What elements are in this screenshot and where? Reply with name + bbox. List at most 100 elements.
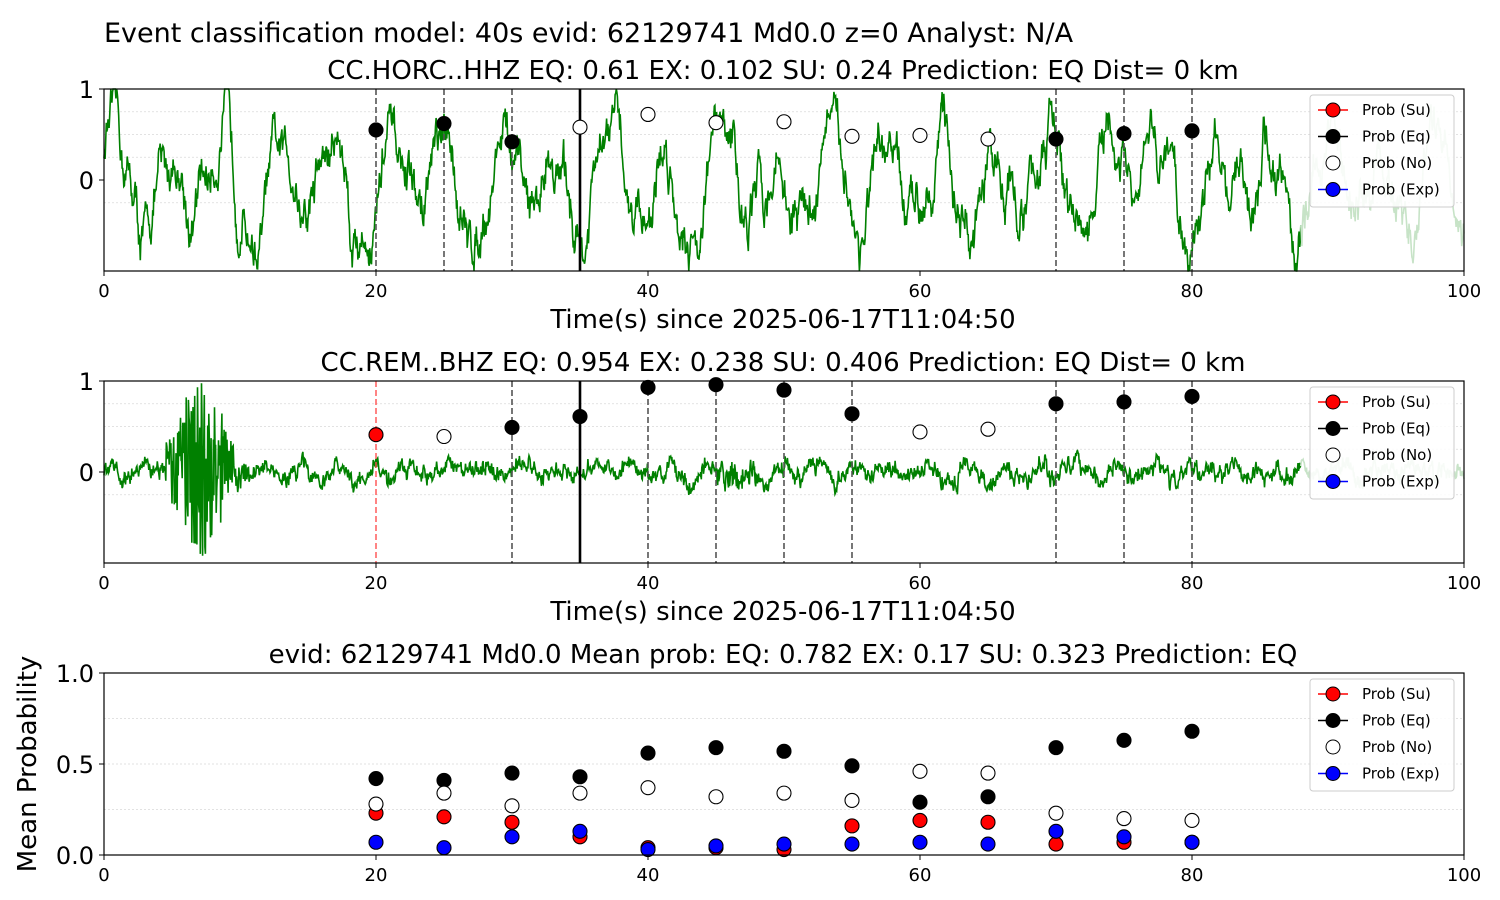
legend-marker-eq — [1325, 713, 1341, 728]
window-marker-eq — [1184, 123, 1200, 139]
legend-marker-exp — [1325, 182, 1341, 197]
window-marker-eq — [436, 116, 452, 132]
mean-prob-point-no — [776, 785, 792, 801]
panel-rem-waveform: CC.REM..BHZ EQ: 0.954 EX: 0.238 SU: 0.40… — [79, 348, 1481, 627]
x-axis-label: Time(s) since 2025-06-17T11:04:50 — [549, 597, 1015, 627]
y-tick-label: 0.5 — [56, 751, 94, 779]
mean-prob-point-exp — [708, 838, 724, 854]
x-tick-label: 40 — [637, 865, 660, 886]
mean-prob-point-eq — [708, 740, 724, 756]
x-tick-label: 80 — [1181, 573, 1204, 594]
mean-prob-point-no — [844, 792, 860, 808]
mean-prob-point-no — [640, 780, 656, 796]
x-tick-label: 40 — [637, 281, 660, 302]
legend-entry: Prob (Eq) — [1362, 420, 1431, 438]
legend-entry: Prob (Su) — [1362, 685, 1431, 703]
window-marker-no — [436, 428, 452, 445]
y-tick-label: 0 — [79, 459, 94, 487]
window-marker-su — [368, 427, 384, 443]
window-marker-no — [844, 128, 860, 144]
legend-entry: Prob (No) — [1362, 738, 1432, 756]
mean-prob-point-no — [1048, 805, 1064, 821]
window-marker-no — [776, 114, 792, 130]
legend-box — [1309, 678, 1455, 792]
legend-entry: Prob (Exp) — [1362, 765, 1440, 783]
x-tick-label: 100 — [1447, 281, 1481, 302]
legend-entry: Prob (Eq) — [1362, 712, 1431, 730]
panel-title: evid: 62129741 Md0.0 Mean prob: EQ: 0.78… — [269, 640, 1298, 670]
waveform-line — [103, 383, 1302, 556]
legend-marker-exp — [1325, 766, 1341, 781]
legend-entry: Prob (Exp) — [1362, 473, 1440, 491]
mean-prob-point-eq — [776, 743, 792, 759]
mean-prob-point-eq — [1116, 732, 1132, 748]
mean-prob-point-eq — [504, 765, 520, 781]
x-tick-label: 0 — [98, 281, 109, 302]
mean-prob-point-su — [844, 818, 860, 834]
mean-prob-point-eq — [980, 789, 996, 805]
x-tick-label: 0 — [98, 573, 109, 594]
mean-prob-point-su — [1048, 836, 1064, 852]
legend-box — [1309, 94, 1455, 208]
legend-marker-exp — [1325, 474, 1341, 489]
mean-prob-point-eq — [436, 772, 452, 788]
window-marker-eq — [640, 379, 656, 395]
x-tick-label: 40 — [637, 573, 660, 594]
x-tick-label: 100 — [1447, 573, 1481, 594]
legend-entry: Prob (Eq) — [1362, 128, 1431, 146]
mean-prob-point-no — [708, 789, 724, 805]
window-marker-eq — [1048, 131, 1064, 147]
x-tick-label: 60 — [909, 573, 932, 594]
mean-prob-point-eq — [912, 794, 928, 810]
mean-prob-point-su — [980, 814, 996, 830]
mean-prob-point-eq — [1184, 723, 1200, 739]
legend-entry: Prob (No) — [1362, 154, 1432, 172]
x-tick-label: 60 — [909, 281, 932, 302]
mean-prob-point-no — [980, 765, 996, 781]
legend-marker-eq — [1325, 129, 1341, 144]
y-tick-label: 0.0 — [56, 842, 94, 870]
x-tick-label: 80 — [1181, 865, 1204, 886]
x-tick-label: 100 — [1447, 865, 1481, 886]
legend-marker-no — [1325, 739, 1341, 755]
legend-marker-no — [1325, 155, 1341, 171]
x-tick-label: 80 — [1181, 281, 1204, 302]
y-tick-label: 1 — [79, 368, 94, 396]
mean-prob-point-eq — [572, 769, 588, 785]
legend-entry: Prob (No) — [1362, 446, 1432, 464]
window-marker-no — [640, 106, 656, 123]
mean-prob-point-su — [436, 809, 452, 825]
legend-box — [1309, 386, 1455, 500]
mean-prob-point-eq — [844, 758, 860, 774]
mean-prob-point-exp — [572, 823, 588, 839]
legend-marker-su — [1325, 102, 1341, 118]
window-marker-no — [980, 421, 996, 437]
y-tick-label: 1 — [79, 76, 94, 104]
x-tick-label: 0 — [98, 865, 109, 886]
mean-prob-point-no — [1184, 812, 1200, 828]
panel-horc-waveform: CC.HORC..HHZ EQ: 0.61 EX: 0.102 SU: 0.24… — [79, 56, 1481, 335]
window-marker-eq — [504, 419, 520, 435]
window-marker-eq — [1116, 126, 1132, 142]
window-marker-eq — [776, 382, 792, 398]
window-marker-eq — [1184, 388, 1200, 405]
mean-prob-point-su — [912, 812, 928, 828]
window-marker-eq — [504, 134, 520, 150]
figure-suptitle: Event classification model: 40s evid: 62… — [104, 18, 1074, 49]
window-marker-eq — [1048, 396, 1064, 412]
panel-title: CC.REM..BHZ EQ: 0.954 EX: 0.238 SU: 0.40… — [321, 348, 1246, 378]
mean-prob-point-su — [504, 814, 520, 830]
x-tick-label: 20 — [365, 573, 388, 594]
y-axis-label: Mean Probability — [13, 656, 43, 873]
panel-title: CC.HORC..HHZ EQ: 0.61 EX: 0.102 SU: 0.24… — [327, 56, 1239, 86]
mean-prob-point-eq — [640, 745, 656, 761]
y-tick-label: 0 — [79, 167, 94, 195]
mean-prob-point-exp — [1116, 829, 1132, 845]
window-marker-eq — [844, 406, 860, 422]
mean-prob-point-exp — [844, 836, 860, 852]
legend-marker-eq — [1325, 421, 1341, 436]
mean-prob-point-exp — [504, 829, 520, 845]
waveform-line — [103, 88, 1302, 272]
window-marker-no — [708, 115, 724, 131]
